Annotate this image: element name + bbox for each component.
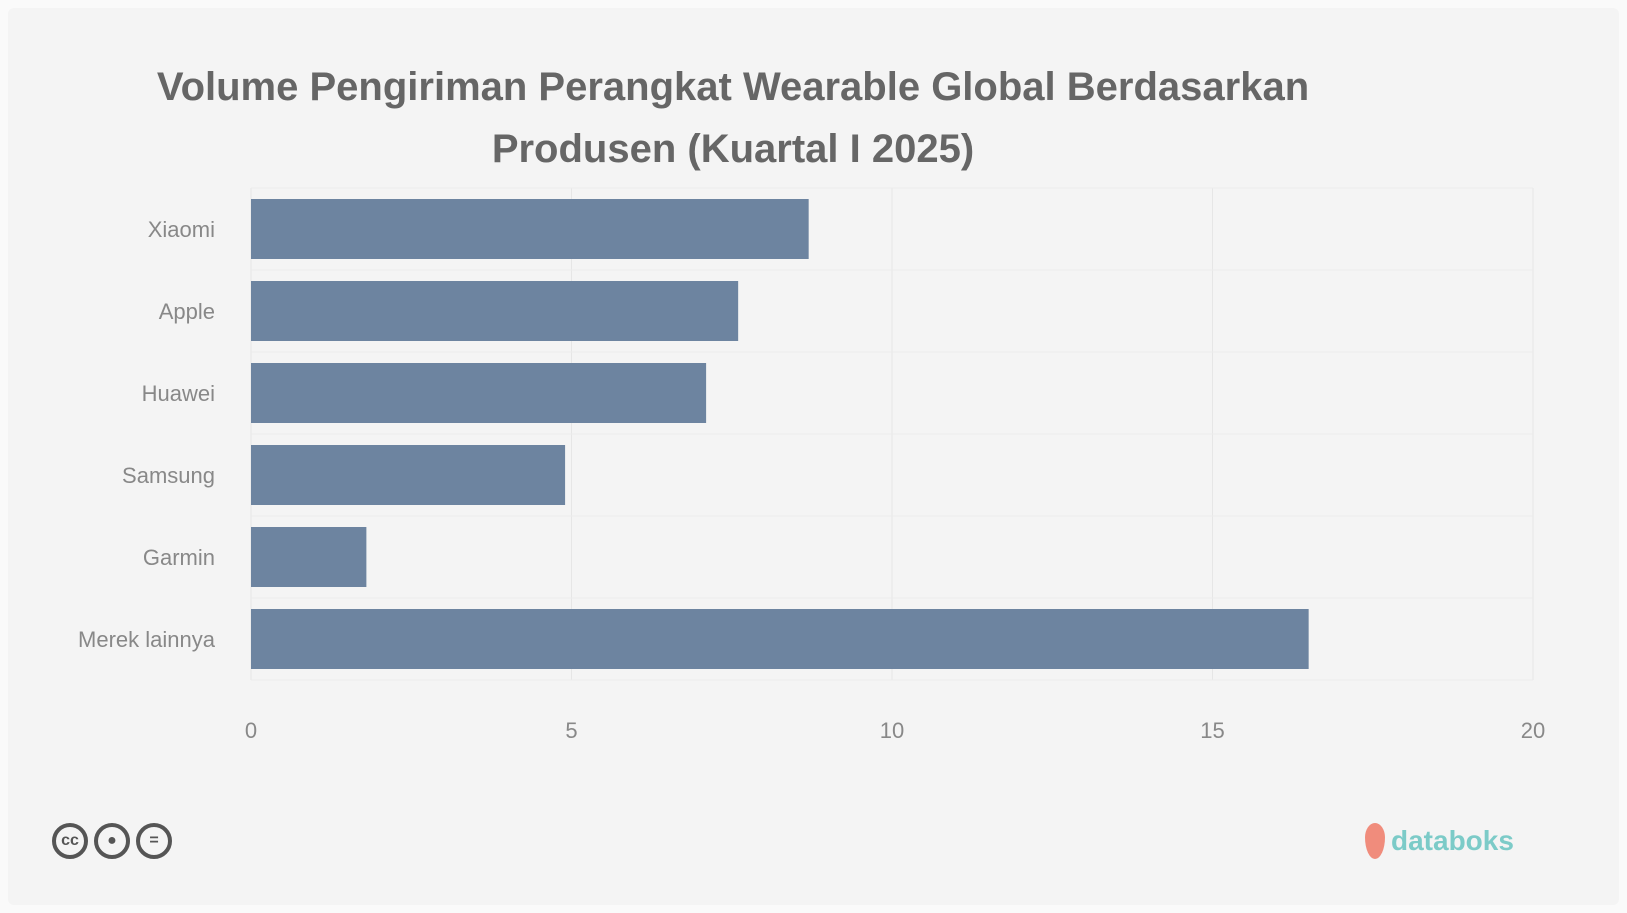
x-tick-label: 20 (1521, 718, 1545, 743)
category-label: Samsung (122, 463, 215, 488)
x-tick-label: 15 (1200, 718, 1224, 743)
bar-xiaomi (251, 199, 809, 259)
by-icon: ● (94, 823, 130, 859)
category-label: Xiaomi (148, 217, 215, 242)
bar-apple (251, 281, 739, 341)
chart-title: Volume Pengiriman Perangkat Wearable Glo… (156, 65, 1310, 171)
category-label: Merek lainnya (78, 627, 216, 652)
x-tick-label: 0 (245, 718, 257, 743)
equal-icon: = (136, 823, 172, 859)
logo-text: databoks (1391, 825, 1514, 856)
category-label: Apple (159, 299, 215, 324)
license-icons: cc ● = (52, 823, 172, 859)
bar-garmin (251, 527, 367, 587)
databoks-logo: databoks (1365, 823, 1514, 859)
bar-samsung (251, 445, 566, 505)
x-tick-label: 5 (565, 718, 577, 743)
cc-icon: cc (52, 823, 88, 859)
category-label: Huawei (142, 381, 215, 406)
bar-merek-lainnya (251, 609, 1309, 669)
category-label: Garmin (143, 545, 215, 570)
bar-huawei (251, 363, 707, 423)
logo-mark-icon (1365, 823, 1385, 859)
x-tick-label: 10 (880, 718, 904, 743)
